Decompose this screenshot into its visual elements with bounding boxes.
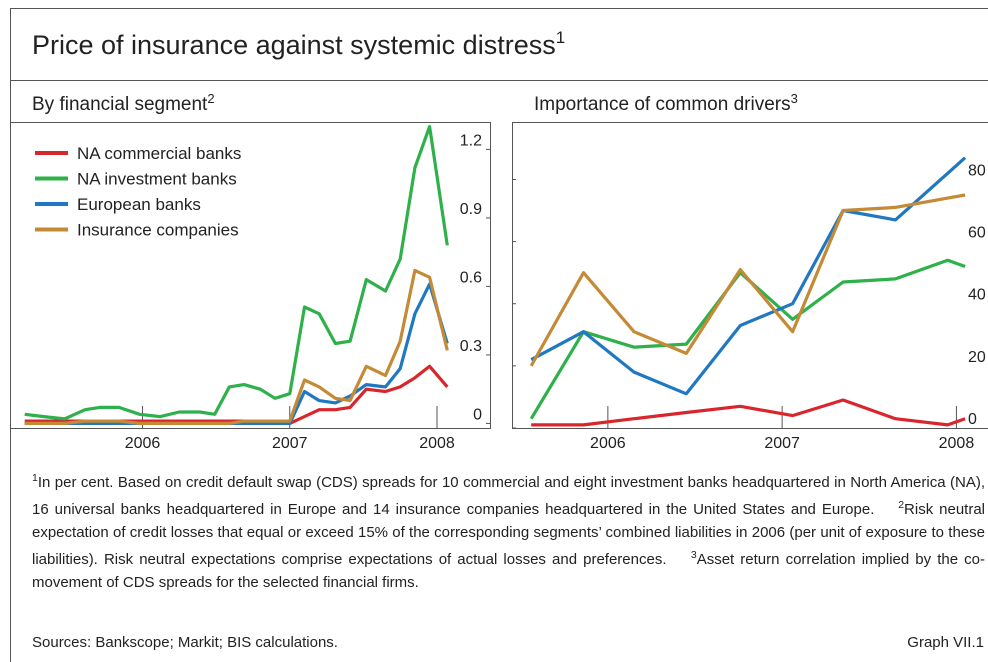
page-title: Price of insurance against systemic dist… <box>32 28 565 60</box>
panel-frame <box>512 122 988 429</box>
y-tick-label: 0 <box>473 406 482 423</box>
y-tick-label: 0.3 <box>460 338 482 355</box>
series-line <box>24 282 449 425</box>
series-line <box>24 268 449 425</box>
series-group <box>529 156 967 427</box>
x-tick-label: 2007 <box>272 435 308 452</box>
x-tick-label: 2007 <box>764 435 800 452</box>
panel-title-ref: 2 <box>207 91 214 106</box>
panel: By financial segment2 0 0.3 0.6 0.9 1.2 2006 20… <box>10 91 491 452</box>
panel-title-text: Importance of common drivers <box>534 94 791 115</box>
footnote-mark: 2 <box>898 499 905 511</box>
footnotes: 1In per cent. Based on credit default sw… <box>32 467 985 594</box>
panel-title-text: By financial segment <box>32 94 208 115</box>
panel-frame <box>10 122 491 429</box>
series-line <box>529 258 966 420</box>
y-tick-label: 0.9 <box>460 201 482 218</box>
y-tick-label: 20 <box>968 349 986 366</box>
legend-label: NA commercial banks <box>77 144 241 163</box>
y-tick-label: 80 <box>968 162 986 179</box>
footnote: 1In per cent. Based on credit default sw… <box>32 472 985 518</box>
panel-title-ref: 3 <box>791 91 798 106</box>
series-group <box>24 125 449 425</box>
y-tick-label: 40 <box>968 287 986 304</box>
legend-label: European banks <box>77 195 201 214</box>
y-tick-label: 1.2 <box>460 132 482 149</box>
footnote-text: Asset return correlation implied by the … <box>32 551 986 591</box>
sources: Sources: Bankscope; Markit; BIS calculat… <box>32 634 338 651</box>
panel-title: Importance of common drivers3 <box>534 91 798 115</box>
y-tick-label: 0.6 <box>460 269 482 286</box>
footnote-mark: 3 <box>690 549 697 561</box>
series-line <box>24 125 449 421</box>
y-tick-label: 0 <box>968 411 977 428</box>
series-line <box>530 156 967 396</box>
x-tick-label: 2006 <box>125 435 161 452</box>
x-tick-label: 2008 <box>419 435 455 452</box>
footnote: 3Asset return correlation implied by the… <box>32 549 986 591</box>
footnote-text: In per cent. Based on credit default swa… <box>32 474 985 518</box>
x-tick-label: 2008 <box>939 435 975 452</box>
footnote: 2Risk neutral expectation of credit loss… <box>32 499 986 568</box>
legend-label: NA investment banks <box>77 170 237 189</box>
series-line <box>531 398 966 427</box>
series-line <box>529 193 966 367</box>
footnote-text: Risk neutral expectation of credit losse… <box>32 501 986 568</box>
graph-label: Graph VII.1 <box>907 634 984 651</box>
x-tick-label: 2006 <box>590 435 626 452</box>
panel: Importance of common drivers3 0 20 40 60 80 20… <box>512 91 988 452</box>
y-tick-label: 60 <box>968 225 986 242</box>
panel-title: By financial segment2 <box>32 91 215 115</box>
footnote-mark: 1 <box>32 472 38 484</box>
legend-label: Insurance companies <box>77 221 239 240</box>
